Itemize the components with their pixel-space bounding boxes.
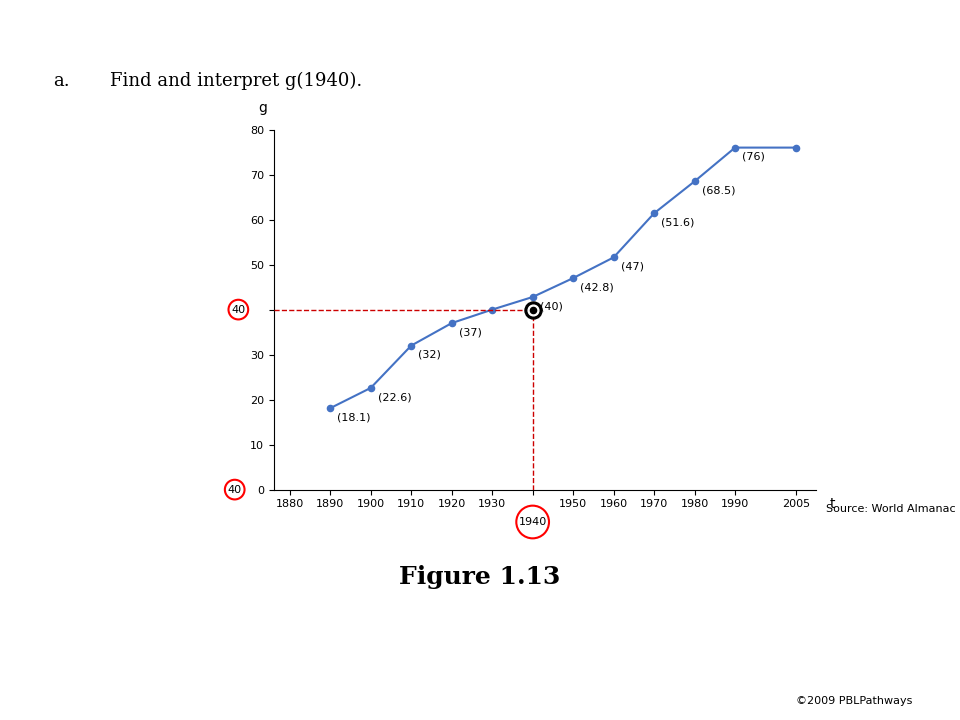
Point	[728, 142, 743, 153]
Text: (47): (47)	[620, 261, 643, 271]
Text: (42.8): (42.8)	[580, 282, 613, 292]
Point	[323, 402, 338, 414]
Point	[485, 304, 500, 315]
Text: Find and interpret g(1940).: Find and interpret g(1940).	[110, 72, 363, 90]
Text: (18.1): (18.1)	[337, 413, 371, 423]
Text: ©2009 PBLPathways: ©2009 PBLPathways	[796, 696, 912, 706]
Point	[444, 318, 460, 329]
Text: t: t	[829, 497, 835, 511]
Text: (22.6): (22.6)	[377, 392, 411, 402]
Point	[525, 291, 540, 302]
Text: (40): (40)	[540, 301, 563, 311]
Point	[606, 251, 621, 263]
Text: (68.5): (68.5)	[702, 186, 735, 196]
Point	[646, 207, 661, 219]
Text: 1940: 1940	[518, 517, 547, 527]
Text: 40: 40	[228, 485, 242, 495]
Text: (37): (37)	[459, 328, 482, 337]
Text: Figure 1.13: Figure 1.13	[399, 565, 561, 589]
Text: 40: 40	[231, 305, 246, 315]
Point	[403, 340, 419, 351]
Text: a.: a.	[53, 72, 69, 90]
Text: (76): (76)	[742, 152, 765, 162]
Text: (32): (32)	[419, 350, 441, 360]
Text: (51.6): (51.6)	[661, 217, 694, 228]
Point	[525, 304, 540, 315]
Text: Source: World Almanac: Source: World Almanac	[826, 504, 955, 514]
Point	[363, 382, 378, 394]
Point	[788, 142, 804, 153]
Point	[525, 304, 540, 315]
Text: g: g	[258, 102, 267, 115]
Point	[525, 304, 540, 315]
Point	[565, 272, 581, 284]
Point	[687, 176, 703, 187]
